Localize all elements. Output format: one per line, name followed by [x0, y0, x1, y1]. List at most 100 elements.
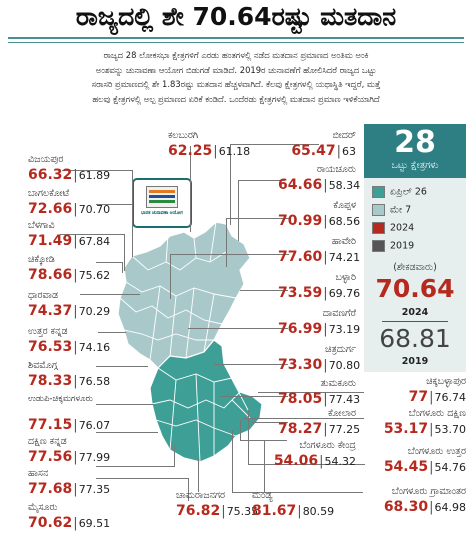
value-separator: |	[73, 516, 78, 531]
state-turnout-2024: 70.64	[375, 274, 455, 303]
value-separator: |	[429, 500, 434, 515]
value-separator: |	[323, 250, 328, 265]
district-name-chikkodi: ಚಿಕ್ಕೋಡಿ	[28, 254, 55, 265]
value-separator: |	[323, 392, 328, 407]
district-values-tumakuru: 78.05|77.43	[278, 390, 360, 408]
value-2024: 77.68	[28, 481, 73, 497]
district-values-kalaburagi: 62.25|61.18	[168, 142, 250, 160]
legend-swatch	[372, 222, 385, 234]
value-2019: 73.19	[328, 323, 361, 336]
intro-line: ಸರಾಸರಿ ಪ್ರಮಾಣದಲ್ಲಿ ಶೇ 1.83ರಷ್ಟು ಮತದಾನ ಹೆ…	[91, 79, 381, 89]
value-2024: 71.49	[28, 233, 73, 249]
district-name-davanagere: ದಾವಣಗೆರೆ	[322, 308, 356, 319]
intro-line: ಅಂಶವನ್ನು ಚುನಾವಣಾ ಆಯೋಗ ಬಿಡುಗಡೆ ಮಾಡಿದೆ. 20…	[95, 64, 377, 75]
value-2024: 77.56	[28, 449, 73, 465]
value-2019: 61.89	[78, 169, 111, 182]
district-name-udupi-chikkamagaluru: ಉಡುಪಿ-ಚಿಕ್ಕಮಗಳೂರು	[28, 394, 93, 404]
district-name-tumakuru: ತುಮಕೂರು	[320, 378, 356, 389]
leader-ballari	[240, 290, 288, 292]
district-name-ballari: ಬಳ್ಳಾರಿ	[335, 272, 356, 283]
leader-haveri	[170, 254, 289, 299]
district-values-chitradurga: 73.30|70.80	[278, 356, 360, 374]
district-values-kolar: 78.27|77.25	[278, 420, 360, 438]
district-values-udupi-chikkamagaluru: 77.15|76.07	[28, 416, 110, 434]
value-separator: |	[319, 454, 324, 469]
district-name-haveri: ಹಾವೇರಿ	[331, 236, 356, 247]
value-2019: 77.35	[78, 483, 111, 496]
leader-mysuru	[96, 478, 189, 501]
value-2024: 73.59	[278, 285, 323, 301]
leader-tumakuru	[220, 396, 288, 398]
value-2019: 54.32	[324, 455, 357, 468]
value-separator: |	[221, 504, 226, 519]
district-values-chikkodi: 78.66|75.62	[28, 266, 110, 284]
district-name-shivamogga: ಶಿವಮೊಗ್ಗ	[28, 360, 58, 371]
value-separator: |	[323, 286, 328, 301]
value-2024: 77.15	[28, 417, 73, 433]
district-values-chamarajanagar: 76.82|75.35	[176, 502, 258, 520]
value-2024: 73.30	[278, 357, 323, 373]
district-name-raichur: ರಾಯಚೂರು	[316, 164, 356, 175]
value-2019: 80.59	[302, 505, 335, 518]
district-name-kolar: ಕೋಲಾರ	[328, 408, 356, 419]
leader-vijayapura	[62, 170, 133, 219]
leader-belagavi	[60, 234, 125, 271]
district-values-dakshina-kannada: 77.56|77.99	[28, 448, 110, 466]
value-2019: 70.70	[78, 203, 111, 216]
district-values-bengaluru-north: 54.45|54.76	[364, 458, 466, 476]
value-2019: 63	[342, 145, 356, 158]
value-2019: 77.43	[328, 393, 361, 406]
district-borders	[119, 221, 251, 463]
district-name-mysuru: ಮೈಸೂರು	[28, 502, 58, 513]
value-2019: 70.29	[78, 305, 111, 318]
leader-davanagere	[188, 328, 288, 330]
district-name-dakshina-kannada: ದಕ್ಷಿಣ ಕನ್ನಡ	[28, 436, 67, 447]
value-2019: 58.34	[328, 179, 361, 192]
leader-bengaluru-central	[240, 420, 287, 441]
legend-swatch	[372, 240, 385, 252]
value-2019: 74.21	[328, 251, 361, 264]
value-2024: 77	[408, 389, 429, 405]
district-values-ballari: 73.59|69.76	[278, 284, 360, 302]
value-2024: 72.66	[28, 201, 73, 217]
leader-udupi	[96, 404, 154, 406]
value-2019: 76.74	[434, 391, 467, 404]
value-2024: 62.25	[168, 143, 213, 159]
ballot-box-icon	[146, 186, 178, 208]
leader-koppal	[226, 218, 289, 267]
legend-swatch	[372, 186, 385, 198]
district-values-hassan: 77.68|77.35	[28, 480, 110, 498]
value-2019: 76.07	[78, 419, 111, 432]
value-2024: 54.06	[273, 453, 319, 469]
value-2024: 78.33	[28, 373, 73, 389]
intro-text: ರಾಜ್ಯದ 28 ಲೋಕಸಭಾ ಕ್ಷೇತ್ರಗಳಿಗೆ ಎರಡು ಹಂತಗಳ…	[10, 48, 462, 106]
value-2019: 54.76	[434, 461, 467, 474]
leader-chikkaballapur	[258, 392, 364, 394]
value-separator: |	[73, 268, 78, 283]
district-values-davanagere: 76.99|73.19	[278, 320, 360, 338]
leader-bengaluru-north	[248, 410, 365, 465]
value-2024: 78.27	[278, 421, 323, 437]
value-separator: |	[73, 304, 78, 319]
leader-hassan	[96, 446, 175, 467]
legend-item-2019: 2019	[372, 240, 414, 253]
legend-label: 2024	[390, 222, 415, 234]
value-separator: |	[323, 322, 328, 337]
district-name-chikkaballapur: ಚಿಕ್ಕಬಳ್ಳಾಪುರ	[426, 376, 466, 387]
value-2024: 76.53	[28, 339, 73, 355]
district-values-chikkaballapur: 77|76.74	[364, 388, 466, 406]
value-separator: |	[429, 422, 434, 437]
district-name-mandya: ಮಂಡ್ಯ	[252, 490, 273, 501]
leader-chamarajanagar	[198, 458, 200, 492]
value-separator: |	[73, 482, 78, 497]
value-2019: 77.99	[78, 451, 111, 464]
district-values-shivamogga: 78.33|76.58	[28, 372, 110, 390]
total-constituencies-label: ಒಟ್ಟು ಕ್ಷೇತ್ರಗಳು	[391, 160, 439, 171]
district-name-uttara-kannada: ಉತ್ತರ ಕನ್ನಡ	[28, 326, 68, 337]
district-values-raichur: 64.66|58.34	[278, 176, 360, 194]
leader-kalaburagi	[190, 146, 192, 232]
value-separator: |	[429, 390, 434, 405]
map-region-phase-1	[149, 339, 263, 463]
value-2019: 67.84	[78, 235, 111, 248]
leader-mandya	[264, 440, 266, 492]
